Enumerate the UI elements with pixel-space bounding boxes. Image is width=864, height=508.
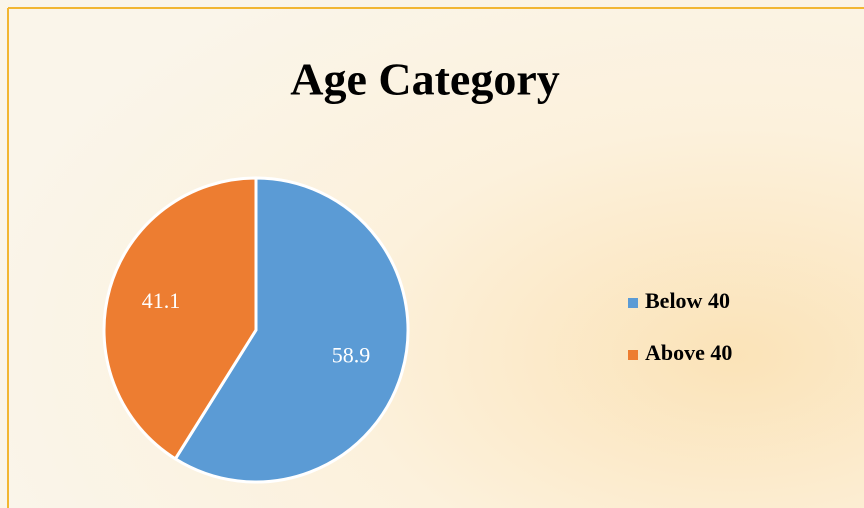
chart-title: Age Category (290, 54, 560, 105)
legend-swatch (628, 298, 638, 308)
data-label: 58.9 (332, 342, 371, 367)
legend-label: Above 40 (645, 340, 732, 365)
legend-swatch (628, 350, 638, 360)
data-label: 41.1 (142, 288, 181, 313)
pie-slice (173, 176, 410, 484)
pie-slice (102, 176, 258, 461)
legend-label: Below 40 (645, 288, 730, 313)
